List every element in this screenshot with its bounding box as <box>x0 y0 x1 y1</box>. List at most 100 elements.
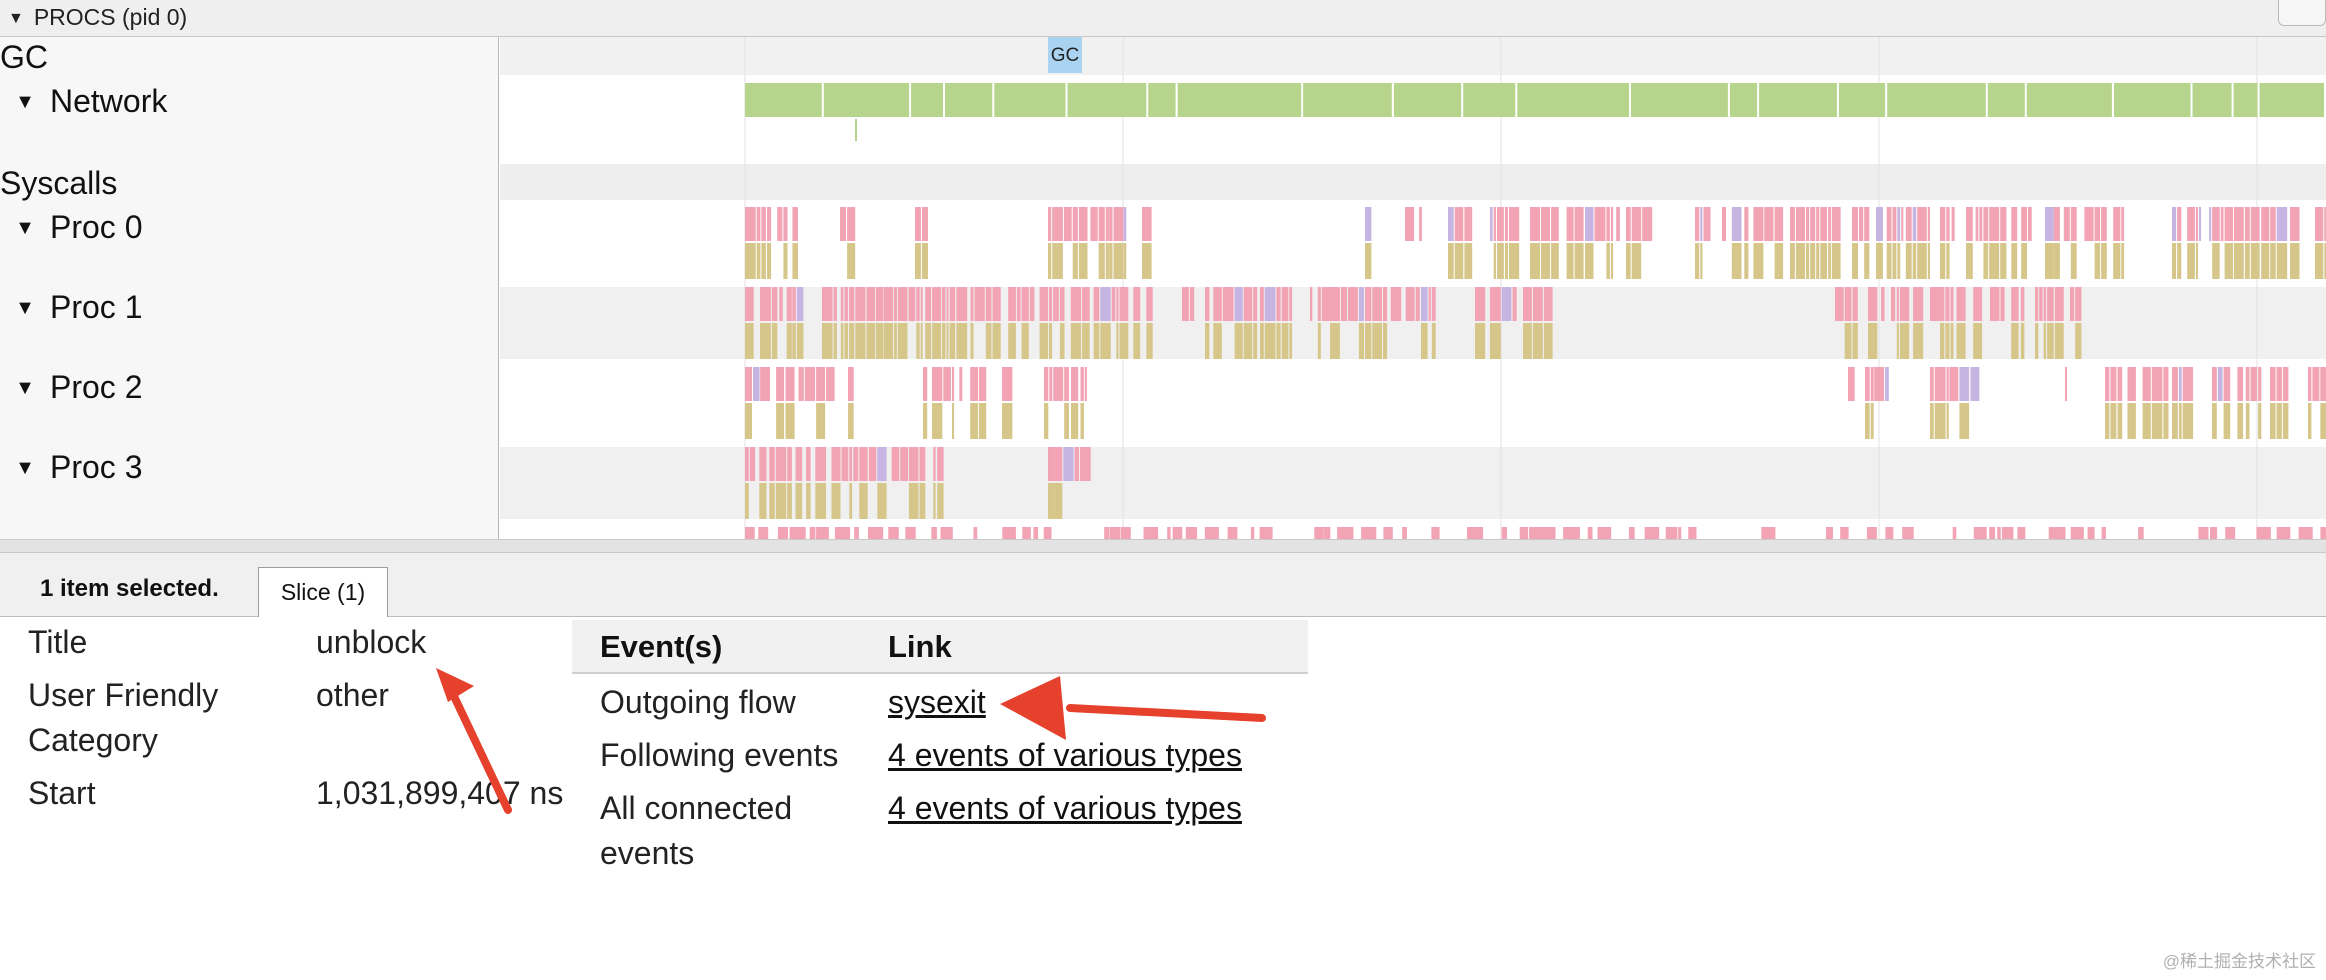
trace-slice[interactable] <box>822 287 833 321</box>
trace-slice[interactable] <box>1105 243 1109 279</box>
trace-slice[interactable] <box>1597 527 1612 539</box>
trace-slice[interactable] <box>2245 403 2250 439</box>
trace-slice[interactable] <box>1913 287 1924 321</box>
trace-slice[interactable] <box>2192 83 2232 117</box>
trace-slice[interactable] <box>1189 287 1195 321</box>
trace-slice[interactable] <box>2021 243 2027 279</box>
trace-slice[interactable] <box>2094 207 2101 241</box>
trace-slice[interactable] <box>1276 287 1281 321</box>
trace-slice[interactable] <box>897 323 908 359</box>
trace-slice[interactable] <box>1876 243 1883 279</box>
trace-slice[interactable] <box>1490 207 1493 241</box>
trace-slice[interactable] <box>1512 287 1517 321</box>
trace-slice[interactable] <box>1185 527 1198 539</box>
trace-slice[interactable] <box>1628 527 1635 539</box>
trace-slice[interactable] <box>1840 527 1849 539</box>
trace-slice[interactable] <box>891 447 900 481</box>
trace-slice[interactable] <box>1105 207 1109 241</box>
trace-slice[interactable] <box>1951 207 1955 241</box>
trace-slice[interactable] <box>1566 207 1574 241</box>
trace-slice[interactable] <box>1530 243 1540 279</box>
trace-slice[interactable] <box>1142 243 1152 279</box>
trace-slice[interactable] <box>792 207 798 241</box>
trace-slice[interactable] <box>1365 287 1372 321</box>
trace-slice[interactable] <box>786 323 792 359</box>
trace-slice[interactable] <box>1093 287 1100 321</box>
trace-slice[interactable] <box>1415 287 1420 321</box>
trace-slice[interactable] <box>1987 83 2025 117</box>
trace-slice[interactable] <box>905 527 916 539</box>
trace-slice[interactable] <box>2070 243 2077 279</box>
trace-slice[interactable] <box>970 323 974 359</box>
trace-slice[interactable] <box>1372 287 1382 321</box>
trace-slice[interactable] <box>946 287 949 321</box>
trace-slice[interactable] <box>2117 367 2123 401</box>
trace-slice[interactable] <box>2121 207 2125 241</box>
trace-slice[interactable] <box>1421 323 1428 359</box>
trace-slice[interactable] <box>1475 323 1486 359</box>
trace-slice[interactable] <box>1205 323 1210 359</box>
trace-slice[interactable] <box>2312 367 2320 401</box>
trace-slice[interactable] <box>795 483 803 519</box>
trace-slice[interactable] <box>1431 323 1436 359</box>
trace-slice[interactable] <box>1950 287 1954 321</box>
trace-slice[interactable] <box>1930 403 1934 439</box>
trace-slice[interactable] <box>1774 207 1784 241</box>
trace-slice[interactable] <box>1113 207 1124 241</box>
trace-slice[interactable] <box>1021 287 1029 321</box>
trace-slice[interactable] <box>2290 243 2300 279</box>
trace-slice[interactable] <box>1644 527 1660 539</box>
trace-slice[interactable] <box>1810 207 1816 241</box>
trace-slice[interactable] <box>2043 287 2047 321</box>
trace-slice[interactable] <box>1885 527 1894 539</box>
trace-slice[interactable] <box>1905 207 1912 241</box>
trace-slice[interactable] <box>2000 207 2007 241</box>
trace-slice[interactable] <box>2261 243 2270 279</box>
trace-slice[interactable] <box>1053 287 1059 321</box>
trace-slice[interactable] <box>849 287 855 321</box>
trace-slice[interactable] <box>1431 527 1440 539</box>
trace-slice[interactable] <box>840 207 847 241</box>
trace-slice[interactable] <box>1109 527 1121 539</box>
trace-slice[interactable] <box>2039 287 2043 321</box>
trace-slice[interactable] <box>1585 207 1594 241</box>
trace-slice[interactable] <box>2045 243 2054 279</box>
trace-slice[interactable] <box>1022 527 1031 539</box>
trace-slice[interactable] <box>1402 527 1407 539</box>
trace-slice[interactable] <box>1820 207 1827 241</box>
trace-slice[interactable] <box>2182 367 2194 401</box>
trace-slice[interactable] <box>1927 243 1930 279</box>
trace-slice[interactable] <box>1744 207 1749 241</box>
trace-slice[interactable] <box>815 483 826 519</box>
trace-slice[interactable] <box>875 323 884 359</box>
expand-triangle-icon[interactable]: ▼ <box>15 217 35 239</box>
trace-slice[interactable] <box>2220 207 2224 241</box>
trace-slice[interactable] <box>1989 207 2000 241</box>
trace-slice[interactable] <box>1940 287 1945 321</box>
trace-slice[interactable] <box>1167 527 1171 539</box>
trace-slice[interactable] <box>745 403 752 439</box>
trace-slice[interactable] <box>1253 323 1258 359</box>
trace-slice[interactable] <box>1109 243 1113 279</box>
trace-slice[interactable] <box>1454 207 1464 241</box>
track-label-proc-2[interactable]: ▼ Proc 2 <box>0 369 142 406</box>
trace-slice[interactable] <box>2121 243 2125 279</box>
trace-slice[interactable] <box>1002 527 1016 539</box>
trace-slice[interactable] <box>2212 207 2220 241</box>
trace-slice[interactable] <box>854 527 859 539</box>
trace-slice[interactable] <box>1864 243 1870 279</box>
trace-slice[interactable] <box>916 287 920 321</box>
trace-slice[interactable] <box>1852 287 1858 321</box>
trace-slice[interactable] <box>1816 243 1820 279</box>
trace-slice[interactable] <box>1428 287 1431 321</box>
trace-slice[interactable] <box>1063 207 1072 241</box>
trace-slice[interactable] <box>2298 527 2313 539</box>
trace-slice[interactable] <box>1260 323 1264 359</box>
trace-slice[interactable] <box>1870 403 1874 439</box>
trace-slice[interactable] <box>1940 323 1945 359</box>
trace-slice[interactable] <box>1940 243 1946 279</box>
trace-slice[interactable] <box>1133 287 1141 321</box>
trace-slice[interactable] <box>761 207 766 241</box>
trace-slice[interactable] <box>940 527 953 539</box>
trace-slice[interactable] <box>745 367 752 401</box>
